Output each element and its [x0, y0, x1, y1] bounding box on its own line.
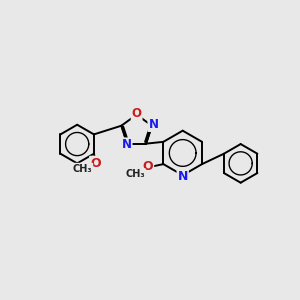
Text: CH₃: CH₃ — [73, 164, 92, 174]
Text: N: N — [122, 138, 132, 152]
Text: O: O — [90, 157, 101, 170]
Text: N: N — [178, 170, 188, 183]
Text: CH₃: CH₃ — [125, 169, 145, 179]
Text: O: O — [132, 106, 142, 120]
Text: N: N — [148, 118, 158, 131]
Text: O: O — [142, 160, 153, 173]
